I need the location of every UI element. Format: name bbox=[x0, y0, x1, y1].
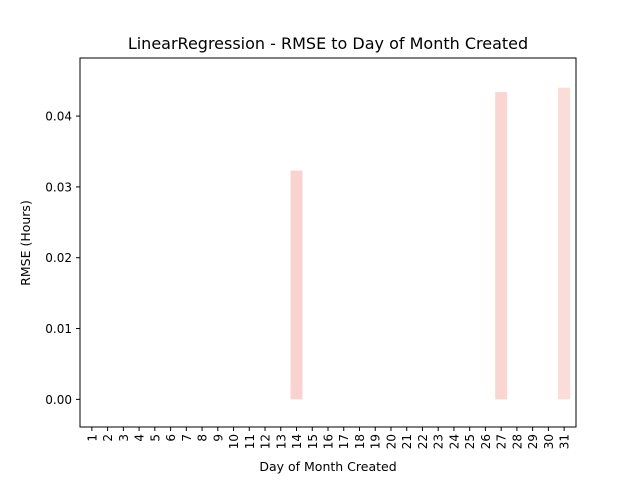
x-tick-label: 23 bbox=[432, 434, 446, 449]
x-tick-label: 24 bbox=[447, 434, 461, 449]
y-axis-label: RMSE (Hours) bbox=[18, 200, 33, 286]
x-tick-label: 1 bbox=[85, 434, 99, 442]
x-ticks-group: 1 2 3 4 5 6 7 8 9 10 11 12 13 14 15 16 17 18 19 20 21 22 23 24 2… bbox=[85, 427, 572, 449]
x-tick-label: 6 bbox=[164, 434, 178, 442]
x-tick-label: 14 bbox=[290, 434, 304, 449]
x-tick-label: 16 bbox=[322, 434, 336, 449]
y-tick-label: 0.02 bbox=[45, 251, 72, 265]
x-tick-label: 20 bbox=[384, 434, 398, 449]
x-axis-label: Day of Month Created bbox=[259, 459, 396, 474]
x-tick-label: 9 bbox=[211, 434, 225, 442]
x-tick-label: 3 bbox=[117, 434, 131, 442]
x-tick-label: 22 bbox=[416, 434, 430, 449]
x-tick-label: 19 bbox=[369, 434, 383, 449]
x-tick-label: 5 bbox=[148, 434, 162, 442]
x-tick-label: 29 bbox=[526, 434, 540, 449]
bar-day-31 bbox=[558, 87, 571, 400]
x-tick-label: 2 bbox=[101, 434, 115, 442]
bars-group bbox=[290, 87, 571, 400]
x-tick-label: 11 bbox=[243, 434, 257, 449]
bar-day-27 bbox=[495, 92, 508, 400]
y-tick-label: 0.00 bbox=[45, 393, 72, 407]
x-tick-label: 25 bbox=[463, 434, 477, 449]
x-tick-label: 4 bbox=[133, 434, 147, 442]
y-ticks-group: 0.00 0.01 0.02 0.03 0.04 bbox=[45, 110, 80, 407]
x-tick-label: 30 bbox=[542, 434, 556, 449]
plot-frame bbox=[79, 57, 577, 428]
x-tick-label: 31 bbox=[558, 434, 572, 449]
bar-day-14 bbox=[290, 170, 303, 400]
x-tick-label: 8 bbox=[196, 434, 210, 442]
x-tick-label: 13 bbox=[274, 434, 288, 449]
x-tick-label: 15 bbox=[306, 434, 320, 449]
x-tick-label: 10 bbox=[227, 434, 241, 449]
x-tick-label: 26 bbox=[479, 434, 493, 449]
x-tick-label: 28 bbox=[510, 434, 524, 449]
x-tick-label: 21 bbox=[400, 434, 414, 449]
y-tick-label: 0.01 bbox=[45, 322, 72, 336]
chart-title: LinearRegression - RMSE to Day of Month … bbox=[128, 34, 528, 53]
y-tick-label: 0.03 bbox=[45, 180, 72, 194]
x-tick-label: 18 bbox=[353, 434, 367, 449]
x-tick-label: 7 bbox=[180, 434, 194, 442]
x-tick-label: 17 bbox=[337, 434, 351, 449]
x-tick-label: 12 bbox=[259, 434, 273, 449]
y-tick-label: 0.04 bbox=[45, 110, 72, 124]
x-tick-label: 27 bbox=[495, 434, 509, 449]
